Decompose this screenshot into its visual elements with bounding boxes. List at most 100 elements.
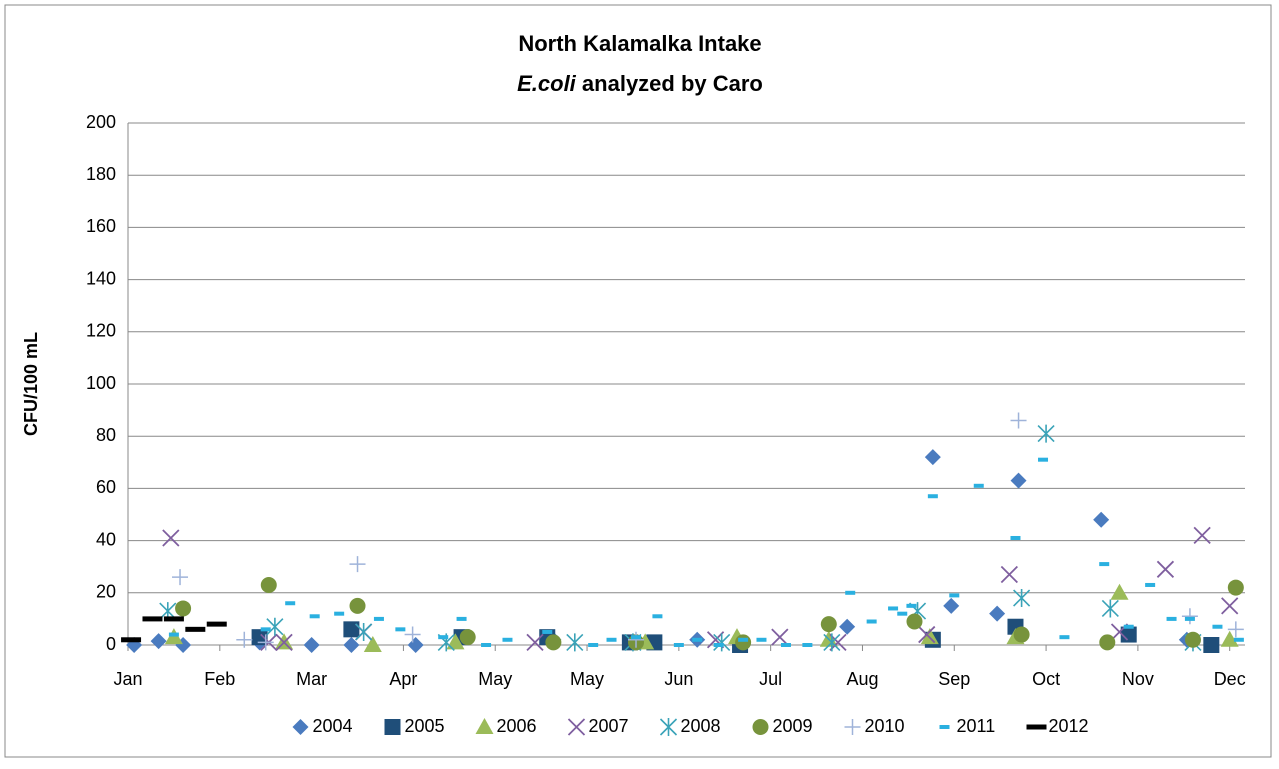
legend-label: 2004 — [313, 716, 353, 736]
data-point — [121, 637, 142, 643]
data-point — [1227, 621, 1244, 638]
data-point — [542, 629, 553, 634]
data-point — [1221, 597, 1239, 615]
legend-marker — [844, 719, 861, 735]
data-point — [628, 631, 645, 648]
legend-label: 2009 — [773, 716, 813, 736]
data-point — [1227, 579, 1244, 596]
data-point — [1013, 589, 1031, 608]
data-point — [1203, 637, 1220, 653]
legend-marker — [752, 719, 769, 735]
legend-marker — [567, 718, 586, 736]
data-point — [1110, 583, 1129, 600]
legend-marker — [475, 718, 494, 734]
data-point — [973, 483, 984, 488]
data-point — [349, 597, 366, 614]
data-point — [1099, 634, 1116, 651]
data-point — [1120, 626, 1137, 643]
data-point — [526, 633, 544, 652]
data-point — [275, 633, 293, 652]
x-tick-label: Sep — [938, 669, 970, 689]
data-point — [920, 628, 939, 645]
legend-marker — [384, 719, 401, 735]
data-point — [1220, 630, 1239, 647]
data-point — [185, 626, 206, 632]
legend-marker — [939, 725, 950, 729]
legend-label: 2008 — [681, 716, 721, 736]
data-point — [1193, 526, 1211, 545]
chart-subtitle: E.coli analyzed by Caro — [517, 71, 763, 96]
data-point — [823, 633, 841, 652]
data-point — [481, 643, 492, 647]
data-point — [1212, 624, 1223, 629]
x-tick-label: Jul — [759, 669, 782, 689]
data-point — [1010, 412, 1027, 429]
data-point — [1059, 635, 1070, 640]
data-point — [343, 621, 360, 638]
legend-label: 2006 — [497, 716, 537, 736]
data-point — [924, 449, 941, 466]
data-point — [820, 616, 837, 633]
data-point — [1038, 457, 1049, 462]
legend-marker — [659, 718, 678, 736]
data-point — [206, 621, 227, 627]
data-point — [631, 635, 642, 640]
chart-border — [4, 4, 1272, 758]
data-point — [395, 627, 406, 632]
data-point — [309, 614, 320, 619]
data-point — [162, 529, 180, 547]
data-point — [545, 634, 562, 651]
y-tick-label: 40 — [96, 529, 116, 549]
data-point — [897, 611, 908, 616]
legend-label: 2007 — [589, 716, 629, 736]
data-point — [446, 633, 465, 650]
data-point — [566, 633, 584, 652]
data-point — [1099, 562, 1110, 567]
data-point — [888, 606, 899, 611]
data-point — [802, 643, 813, 647]
x-tick-label: Dec — [1214, 669, 1246, 689]
x-tick-label: Aug — [846, 669, 878, 689]
data-point — [780, 643, 791, 647]
x-tick-label: Feb — [204, 669, 235, 689]
legend-label: 2005 — [405, 716, 445, 736]
x-tick-label: May — [478, 669, 512, 689]
data-point — [502, 637, 513, 642]
data-point — [1010, 535, 1021, 540]
x-tick-label: Oct — [1032, 669, 1060, 689]
y-tick-label: 60 — [96, 477, 116, 497]
y-tick-label: 180 — [86, 164, 116, 184]
data-point — [334, 611, 345, 616]
data-point — [866, 619, 877, 624]
data-point — [1145, 582, 1156, 587]
data-point — [260, 627, 271, 632]
data-point — [1037, 424, 1055, 443]
y-tick-label: 160 — [86, 216, 116, 236]
data-point — [266, 617, 284, 636]
y-tick-label: 120 — [86, 321, 116, 341]
data-point — [1156, 560, 1175, 578]
data-point — [175, 600, 192, 617]
data-point — [738, 637, 749, 642]
data-point — [906, 613, 923, 630]
data-point — [1184, 616, 1195, 621]
data-point — [163, 616, 184, 622]
data-point — [845, 590, 856, 595]
data-point — [839, 618, 856, 635]
data-point — [943, 597, 960, 614]
data-point — [260, 576, 277, 593]
y-tick-label: 20 — [96, 582, 116, 602]
data-point — [1123, 624, 1134, 629]
data-point — [142, 616, 163, 622]
data-point — [150, 633, 167, 650]
data-point — [285, 601, 296, 606]
data-point — [652, 614, 663, 619]
y-tick-label: 100 — [86, 373, 116, 393]
data-point — [949, 593, 960, 598]
data-point — [1093, 511, 1110, 528]
x-tick-label: Jun — [664, 669, 693, 689]
legend-label: 2011 — [957, 716, 996, 736]
data-point — [456, 616, 467, 621]
data-point — [906, 603, 917, 608]
x-tick-label: Nov — [1122, 669, 1154, 689]
